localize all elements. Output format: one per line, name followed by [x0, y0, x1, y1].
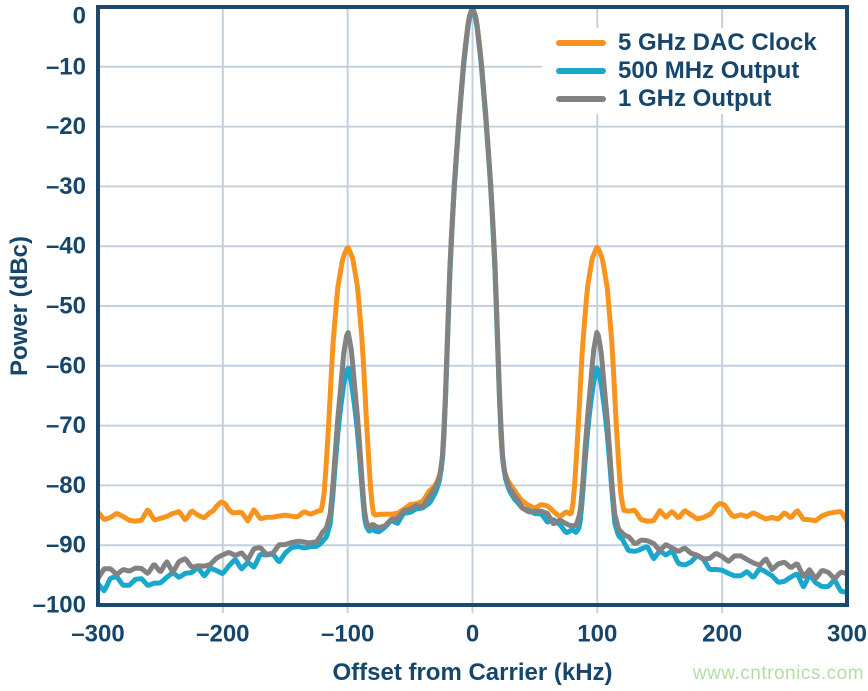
- y-axis-title: Power (dBc): [6, 235, 33, 377]
- x-axis-title: Offset from Carrier (kHz): [332, 659, 613, 686]
- y-tick-label: 0: [73, 3, 86, 30]
- x-tick-label: 200: [702, 621, 742, 648]
- y-tick-label: –50: [46, 293, 86, 320]
- x-tick-label: 100: [577, 621, 617, 648]
- y-tick-label: –90: [46, 532, 86, 559]
- y-tick-label: –30: [46, 173, 86, 200]
- x-tick-label: –100: [321, 621, 374, 648]
- plot-frame: [96, 5, 849, 607]
- legend: 5 GHz DAC Clock 500 MHz Output 1 GHz Out…: [542, 28, 845, 114]
- legend-item-dac-clock: 5 GHz DAC Clock: [542, 29, 845, 57]
- x-tick-label: –200: [196, 621, 249, 648]
- legend-label: 500 MHz Output: [618, 57, 800, 84]
- watermark: www.cntronics.com: [692, 663, 864, 684]
- y-tick-label: –70: [46, 412, 86, 439]
- y-tick-label: –100: [33, 592, 86, 619]
- y-tick-label: –80: [46, 472, 86, 499]
- y-tick-label: –40: [46, 233, 86, 260]
- legend-label: 5 GHz DAC Clock: [618, 29, 817, 56]
- legend-label: 1 GHz Output: [618, 85, 772, 112]
- legend-swatch-orange-icon: [556, 40, 606, 46]
- series-line-1-ghz-output: [98, 7, 847, 581]
- legend-item-500mhz: 500 MHz Output: [542, 57, 845, 85]
- y-tick-label: –60: [46, 352, 86, 379]
- x-tick-label: –300: [71, 621, 124, 648]
- y-tick-label: –10: [46, 53, 86, 80]
- legend-item-1ghz: 1 GHz Output: [542, 85, 845, 113]
- x-tick-label: 0: [466, 621, 479, 648]
- legend-swatch-cyan-icon: [556, 68, 606, 74]
- x-tick-label: 300: [827, 621, 867, 648]
- legend-swatch-gray-icon: [556, 96, 606, 102]
- y-tick-label: –20: [46, 113, 86, 140]
